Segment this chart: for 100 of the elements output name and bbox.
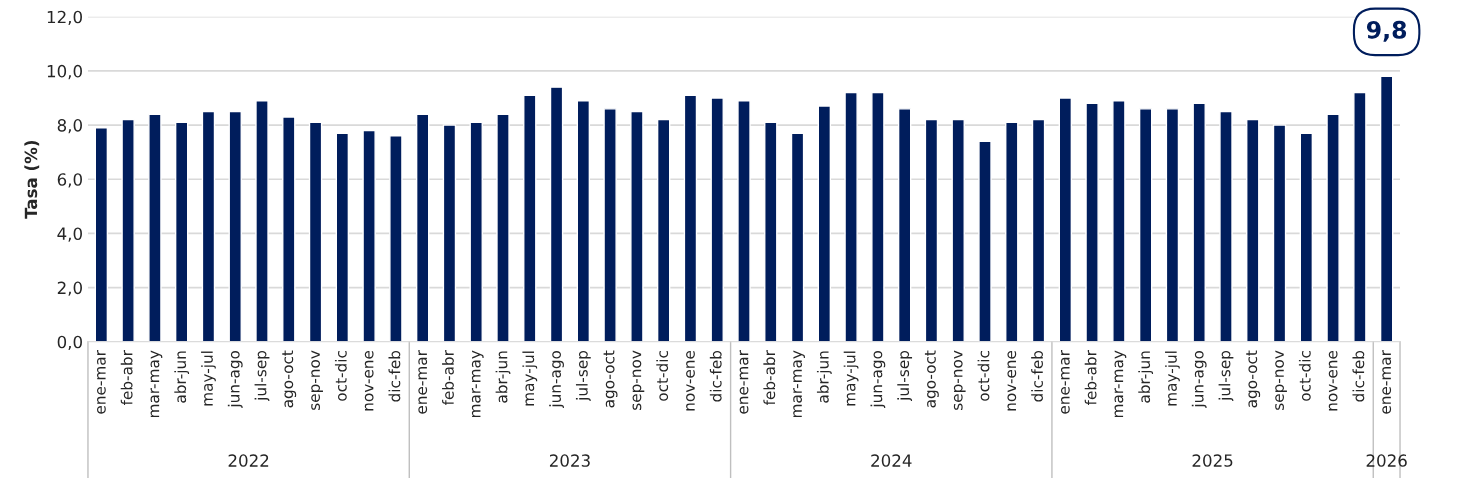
text: 2026	[1366, 454, 1407, 467]
bar	[255, 100, 269, 342]
bar	[496, 113, 510, 342]
x-tick-label: abr-jun	[174, 351, 190, 403]
y-tick-label: 10,0	[47, 64, 82, 80]
bar	[1379, 75, 1394, 342]
bar	[308, 121, 323, 342]
x-tick-label: ene-mar	[97, 350, 106, 414]
x-tick-label: may-jul	[843, 351, 859, 406]
x-tick-label: feb-abr	[442, 350, 454, 406]
text: 2025	[1192, 454, 1233, 467]
y-axis-title: Tasa (%)	[24, 141, 40, 219]
bar	[871, 91, 885, 342]
bar	[603, 108, 617, 342]
bar	[335, 132, 350, 342]
bar	[148, 113, 162, 342]
bar	[737, 100, 751, 342]
x-tick-label: nov-ene	[364, 350, 374, 411]
x-tick-label: ene-mar	[1382, 350, 1392, 414]
x-tick-label: oct-dic	[656, 351, 669, 401]
bar	[1326, 113, 1340, 342]
x-tick-label: dic-feb	[388, 350, 401, 402]
x-tick-label: ene-mar	[739, 350, 749, 414]
bar	[94, 127, 109, 342]
bar	[1165, 108, 1180, 342]
bar	[1219, 110, 1233, 342]
x-tick-label: oct-dic	[1298, 351, 1311, 401]
x-tick-label: mar-may	[150, 350, 163, 418]
bar	[389, 135, 403, 342]
bar	[282, 116, 296, 342]
x-tick-label: mar-may	[1114, 350, 1127, 418]
x-tick-label: may-jul	[1165, 351, 1180, 406]
bar	[174, 121, 189, 342]
x-tick-label: ago-oct	[1246, 350, 1261, 408]
bar	[656, 118, 671, 342]
x-tick-label: abr-jun	[1138, 351, 1154, 403]
x-tick-label: jul-sep	[897, 350, 913, 402]
x-tick-label: feb-abr	[120, 350, 133, 406]
x-tick-label: dic-feb	[1352, 350, 1365, 402]
x-tick-label: dic-feb	[709, 350, 722, 402]
x-tick-label: jun-ago	[870, 350, 886, 408]
x-tick-label: jul-sep	[254, 350, 270, 402]
x-tick-label: jun-ago	[549, 350, 564, 408]
x-tick-label: ene-mar	[418, 350, 428, 414]
bar	[121, 118, 135, 342]
y-tick-label: 0,0	[57, 335, 82, 351]
bar	[201, 110, 216, 342]
x-tick-label: nov-ene	[686, 350, 695, 411]
x-tick-label: nov-ene	[1328, 350, 1338, 411]
x-tick-label: ago-oct	[282, 350, 297, 408]
x-tick-label: may-jul	[201, 351, 216, 406]
x-tick-label: mar-may	[471, 350, 484, 418]
bar	[469, 121, 483, 342]
data-label: 9,8	[1366, 20, 1407, 42]
bar	[1353, 91, 1367, 342]
x-tick-label: nov-ene	[1007, 350, 1017, 411]
x-tick-label: jul-sep	[1218, 350, 1234, 402]
bar	[1058, 97, 1073, 342]
y-tick-label: 6,0	[57, 173, 82, 188]
y-tick-label: 4,0	[57, 227, 82, 242]
y-tick-label: 8,0	[57, 119, 82, 134]
y-tick-label: 12,0	[47, 10, 82, 25]
bar	[1272, 124, 1287, 342]
bar	[228, 110, 242, 342]
bar	[523, 94, 537, 342]
bar	[951, 118, 965, 342]
x-tick-label: abr-jun	[495, 351, 511, 403]
bar	[710, 97, 724, 342]
bar	[817, 105, 832, 342]
x-tick-label: may-jul	[522, 351, 538, 406]
bar	[549, 86, 564, 342]
bar	[1005, 121, 1019, 342]
x-tick-label: feb-abr	[763, 350, 776, 406]
bar	[978, 140, 992, 342]
x-tick-label: ago-oct	[924, 350, 939, 408]
bar	[1192, 102, 1206, 342]
x-tick-label: jun-ago	[227, 350, 243, 408]
x-tick-label: oct-dic	[334, 351, 347, 401]
bar	[683, 94, 698, 342]
bar	[1112, 100, 1126, 342]
x-tick-label: ago-oct	[603, 350, 618, 408]
bar	[924, 118, 939, 342]
text: 2023	[549, 454, 590, 467]
bar	[442, 124, 457, 342]
bar	[415, 113, 430, 342]
text: 2022	[228, 454, 269, 467]
x-tick-label: sep-nov	[953, 350, 966, 410]
x-tick-label: jun-ago	[1191, 350, 1207, 408]
y-tick-label: 2,0	[57, 281, 82, 296]
x-tick-label: sep-nov	[632, 350, 645, 410]
bar	[764, 121, 778, 342]
bar	[630, 110, 644, 342]
bar	[1299, 132, 1314, 342]
x-tick-label: abr-jun	[816, 351, 832, 403]
x-tick-label: mar-may	[793, 350, 805, 418]
bar	[1031, 118, 1046, 342]
text: 2024	[871, 454, 912, 467]
bar	[1246, 118, 1260, 342]
bar	[844, 91, 858, 342]
x-tick-label: jul-sep	[575, 350, 591, 402]
